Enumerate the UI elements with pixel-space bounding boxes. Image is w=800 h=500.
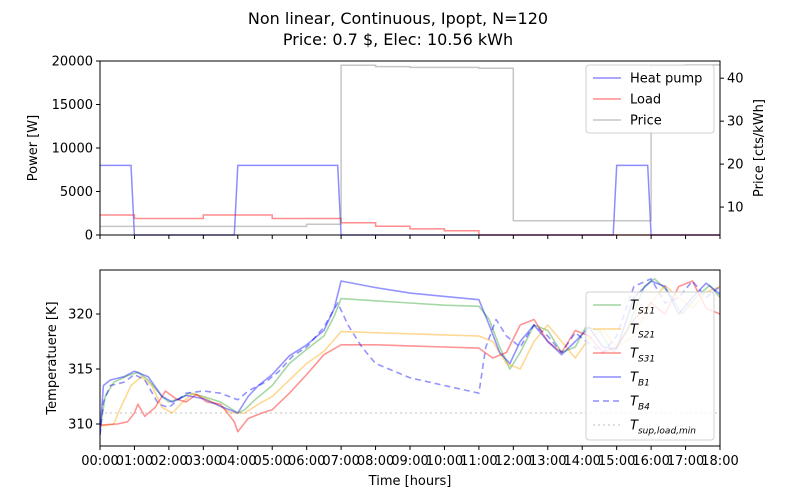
- x-tick-label: 09:00: [391, 454, 428, 469]
- x-tick-label: 05:00: [253, 454, 290, 469]
- x-tick-label: 00:00: [81, 454, 118, 469]
- x-tick-label: 15:00: [598, 454, 635, 469]
- legend: TS11 TS21 TS31 TB1 TB4 Tsup,load,min: [585, 291, 715, 441]
- y-right-axis-label: Price [cts/kWh]: [752, 99, 767, 197]
- y-tick-label: 15000: [52, 98, 93, 113]
- y-right-tick-label: 30: [727, 115, 744, 130]
- legend-entry: TS31: [630, 347, 655, 365]
- y-tick-label: 10000: [52, 142, 93, 157]
- x-tick-label: 13:00: [529, 454, 566, 469]
- power-price-plot: 0 5000 10000 15000 20000 10 20 30 40 Power [W] Pri…: [26, 55, 767, 244]
- legend-entry: TS21: [630, 323, 655, 341]
- temperature-plot: 31031532000:0001:0002:0003:0004:0005:000…: [45, 269, 739, 489]
- y-tick-label: 20000: [52, 55, 93, 70]
- x-tick-label: 11:00: [460, 454, 497, 469]
- legend-entry: Heat pump: [630, 72, 702, 87]
- legend-entry: Tsup,load,min: [630, 419, 696, 437]
- legend-entry: TB4: [630, 395, 650, 413]
- x-tick-label: 16:00: [632, 454, 669, 469]
- x-tick-label: 08:00: [357, 454, 394, 469]
- y-tick-label: 0: [85, 229, 93, 244]
- x-tick-label: 17:00: [667, 454, 704, 469]
- x-tick-label: 06:00: [288, 454, 325, 469]
- legend-entry: Price: [630, 114, 662, 129]
- x-tick-label: 07:00: [322, 454, 359, 469]
- x-tick-label: 01:00: [116, 454, 153, 469]
- y-axis-label: Temperatuere [K]: [45, 301, 60, 415]
- legend-entry: TS11: [630, 299, 655, 317]
- y-right-tick-label: 20: [727, 158, 744, 173]
- legend-entry: Load: [630, 93, 661, 108]
- y-axis-label: Power [W]: [26, 115, 41, 181]
- x-tick-label: 03:00: [185, 454, 222, 469]
- y-tick-label: 315: [68, 363, 93, 378]
- figure-title: Non linear, Continuous, Ipopt, N=120: [248, 9, 548, 28]
- y-right-tick-label: 40: [727, 72, 744, 87]
- y-tick-label: 320: [68, 308, 93, 323]
- y-tick-label: 310: [68, 418, 93, 433]
- x-tick-label: 14:00: [563, 454, 600, 469]
- x-tick-label: 18:00: [701, 454, 738, 469]
- series-line-load: [100, 214, 720, 236]
- y-right-tick-label: 10: [727, 201, 744, 216]
- x-tick-label: 12:00: [495, 454, 532, 469]
- series-line-heat-pump: [100, 164, 720, 236]
- legend: Heat pump Load Price: [585, 64, 715, 134]
- x-axis-label: Time [hours]: [368, 474, 452, 489]
- figure-subtitle: Price: 0.7 $, Elec: 10.56 kWh: [283, 30, 513, 49]
- y-tick-label: 5000: [60, 185, 93, 200]
- x-tick-label: 02:00: [150, 454, 187, 469]
- x-tick-label: 10:00: [426, 454, 463, 469]
- x-tick-label: 04:00: [219, 454, 256, 469]
- legend-entry: TB1: [630, 371, 650, 389]
